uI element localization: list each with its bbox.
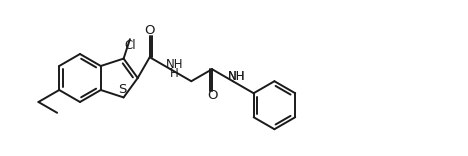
Text: NH: NH [228,70,246,83]
Text: S: S [118,83,127,96]
Text: Cl: Cl [124,39,136,52]
Text: H: H [170,67,179,80]
Text: NH: NH [228,70,246,83]
Text: O: O [145,24,155,37]
Text: NH: NH [166,58,183,71]
Text: O: O [207,89,217,102]
